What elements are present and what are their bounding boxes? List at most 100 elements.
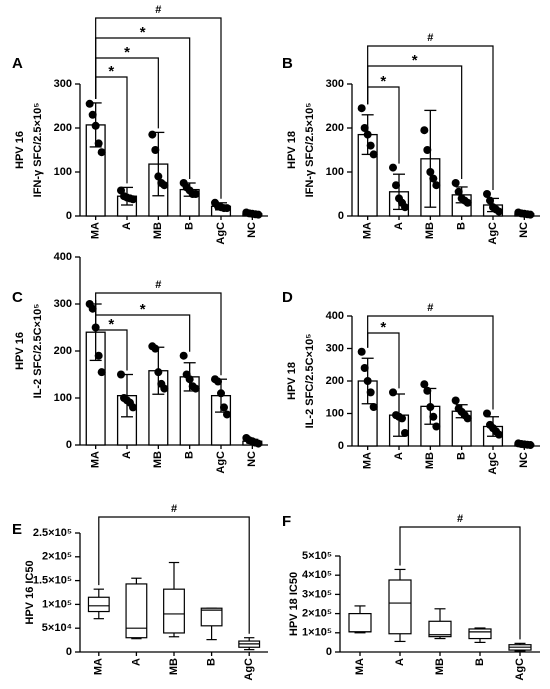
y-tick-label: 0 (66, 210, 72, 222)
data-point (97, 148, 106, 157)
x-tick-label: A (121, 451, 133, 459)
x-tick-label: B (456, 222, 468, 230)
significance-bracket (399, 526, 521, 640)
y-tick-label: 1.5×10⁵ (33, 575, 72, 587)
y-tick-label: 100 (326, 166, 344, 178)
data-point (88, 304, 97, 313)
significance-bracket (95, 37, 191, 179)
y-tick-label: 0 (338, 210, 344, 222)
x-tick-label: AgC (215, 222, 227, 245)
data-point (526, 441, 535, 450)
y-tick-label: 3×10⁵ (302, 588, 332, 600)
significance-label: * (140, 301, 146, 318)
box (468, 628, 492, 640)
data-point (463, 198, 472, 207)
significance-bracket (367, 332, 400, 389)
x-tick-label: A (130, 658, 142, 666)
data-point (483, 190, 491, 198)
data-point (401, 203, 409, 212)
data-point (432, 181, 441, 190)
data-point (151, 146, 160, 154)
box (125, 583, 148, 639)
data-point (366, 141, 375, 150)
y-tick-label: 0 (338, 440, 344, 452)
data-point (185, 375, 194, 384)
data-point (129, 403, 137, 412)
y-axis-label: HPV 18 (286, 362, 298, 400)
y-tick-label: 2×10⁵ (42, 551, 72, 563)
data-point (432, 422, 441, 431)
x-tick-label: MB (168, 658, 180, 675)
x-tick-label: NC (518, 222, 530, 238)
panel-label: D (282, 289, 293, 306)
x-tick-label: A (121, 222, 133, 230)
y-tick-label: 100 (326, 407, 344, 419)
data-point (420, 380, 429, 389)
x-tick-label: MB (152, 222, 164, 239)
data-point (191, 384, 200, 393)
data-point (423, 386, 432, 395)
x-tick-label: A (393, 222, 405, 230)
x-tick-label: AgC (487, 452, 499, 475)
y-axis-label: HPV 18 (286, 131, 298, 169)
x-tick-label: AgC (215, 451, 227, 474)
panel-label: F (282, 513, 291, 530)
data-point (117, 370, 125, 379)
box (87, 596, 110, 613)
x-tick-label: NC (246, 451, 258, 467)
y-tick-label: 200 (326, 375, 344, 387)
data-point (392, 181, 400, 190)
data-point (454, 187, 463, 196)
y-axis-label: HPV 16 IC50 (24, 560, 36, 624)
significance-label: * (380, 319, 386, 336)
x-tick-label: MA (354, 658, 366, 675)
x-tick-label: MB (434, 658, 446, 675)
data-point (94, 351, 103, 360)
y-axis-label: IFN-γ SFC/2.5×10⁵ (32, 103, 44, 198)
y-tick-label: 300 (326, 342, 344, 354)
data-point (214, 377, 222, 386)
data-point (160, 384, 169, 393)
y-tick-label: 100 (54, 166, 72, 178)
significance-bracket (95, 300, 191, 352)
y-tick-label: 400 (326, 310, 344, 322)
x-tick-label: AgC (487, 222, 499, 245)
data-point (154, 368, 163, 377)
y-axis-label: IL-2 SFC/2.5C×10⁵ (304, 334, 316, 429)
y-axis-label: HPV 16 (14, 131, 26, 169)
y-tick-label: 4×10⁵ (302, 569, 332, 581)
x-tick-label: MB (152, 451, 164, 468)
significance-label: * (380, 73, 386, 90)
data-point (369, 150, 378, 159)
data-point (254, 439, 263, 448)
y-axis-label: IFN-γ SFC/2.5×10⁵ (304, 103, 316, 198)
y-tick-label: 200 (54, 122, 72, 134)
data-point (160, 181, 169, 190)
data-point (217, 389, 225, 398)
data-point (389, 388, 397, 397)
data-point (486, 196, 494, 205)
panel-label: A (12, 55, 23, 72)
box (163, 588, 185, 634)
y-tick-label: 300 (326, 78, 344, 90)
x-tick-label: NC (246, 222, 258, 238)
x-tick-label: AgC (243, 658, 255, 681)
x-tick-label: B (184, 451, 196, 459)
x-tick-label: AgC (514, 658, 526, 681)
y-tick-label: 1×10⁵ (42, 598, 72, 610)
data-point (129, 195, 137, 204)
y-axis-label: HPV 16 (14, 332, 26, 370)
significance-bracket (367, 45, 494, 190)
data-point (451, 179, 460, 187)
x-tick-label: MB (424, 222, 436, 239)
data-point (429, 174, 438, 183)
y-tick-label: 2×10⁵ (302, 608, 332, 620)
x-tick-label: B (474, 658, 486, 666)
y-tick-label: 200 (326, 122, 344, 134)
x-tick-label: B (184, 222, 196, 230)
significance-label: # (427, 302, 433, 314)
data-point (426, 168, 435, 176)
significance-label: * (108, 63, 114, 80)
data-point (94, 139, 103, 148)
